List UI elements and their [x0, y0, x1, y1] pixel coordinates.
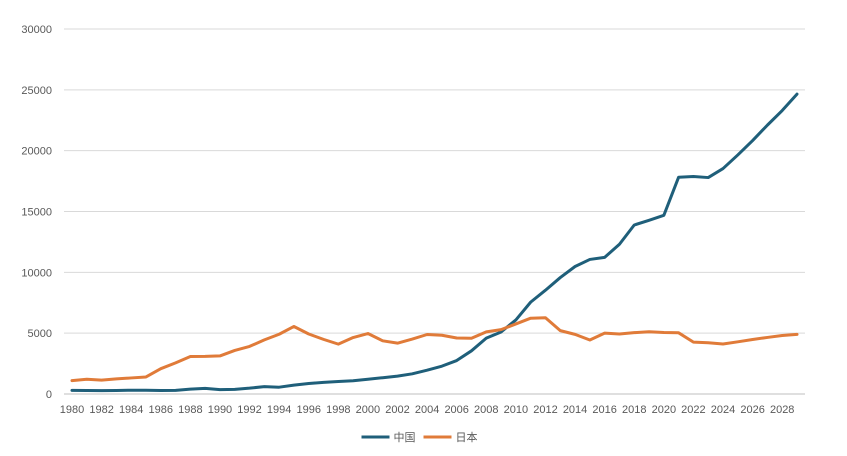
- y-tick-label: 25000: [21, 85, 52, 97]
- x-tick-label: 2020: [652, 404, 676, 416]
- y-axis-tick-labels: 0 5000 10000 15000 20000 25000 30000: [21, 24, 52, 401]
- x-tick-label: 1998: [326, 404, 350, 416]
- x-tick-label: 1986: [149, 404, 173, 416]
- y-tick-label: 10000: [21, 267, 52, 279]
- x-tick-label: 1994: [267, 404, 291, 416]
- x-tick-label: 2018: [622, 404, 646, 416]
- x-tick-label: 1992: [237, 404, 261, 416]
- x-tick-label: 2022: [681, 404, 705, 416]
- y-tick-label: 20000: [21, 146, 52, 158]
- series-lines: [70, 92, 799, 393]
- x-tick-label: 2004: [415, 404, 439, 416]
- x-tick-label: 1990: [208, 404, 232, 416]
- legend-item-china[interactable]: 中国: [361, 431, 416, 444]
- x-tick-label: 2024: [711, 404, 735, 416]
- series-line-china: [70, 92, 799, 393]
- x-tick-label: 2008: [474, 404, 498, 416]
- x-axis-tick-labels: 1980 1982 1984 1986 1988 1990 1992 1994 1996 1998…: [60, 404, 795, 416]
- x-tick-label: 1984: [119, 404, 143, 416]
- x-tick-label: 2000: [356, 404, 380, 416]
- x-tick-label: 1980: [60, 404, 84, 416]
- x-tick-label: 2010: [504, 404, 528, 416]
- x-tick-label: 2028: [770, 404, 794, 416]
- legend-label: 中国: [394, 431, 416, 444]
- y-tick-label: 5000: [28, 328, 52, 340]
- x-tick-label: 2014: [563, 404, 587, 416]
- y-tick-label: 0: [46, 389, 52, 401]
- legend-label: 日本: [456, 430, 478, 444]
- x-tick-label: 1996: [296, 404, 320, 416]
- x-tick-label: 1982: [89, 404, 113, 416]
- y-tick-label: 30000: [21, 24, 52, 36]
- gridlines: [64, 28, 805, 395]
- x-tick-label: 2012: [533, 404, 557, 416]
- x-tick-label: 2026: [740, 404, 764, 416]
- y-tick-label: 15000: [21, 207, 52, 219]
- x-tick-label: 1988: [178, 404, 202, 416]
- x-tick-label: 2016: [592, 404, 616, 416]
- x-tick-label: 2006: [444, 404, 468, 416]
- legend: 中国 日本: [361, 430, 478, 444]
- x-tick-label: 2002: [385, 404, 409, 416]
- series-line-japan: [70, 316, 799, 383]
- legend-item-japan[interactable]: 日本: [423, 430, 478, 444]
